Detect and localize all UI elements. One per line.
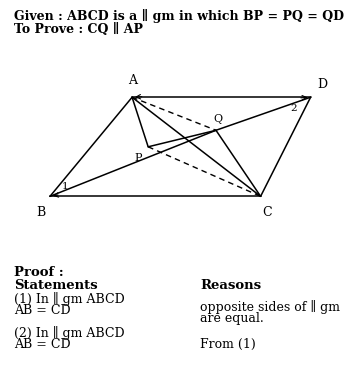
Text: AB = CD: AB = CD (14, 338, 71, 351)
Text: B: B (36, 206, 46, 218)
Text: are equal.: are equal. (200, 312, 264, 325)
Text: From (1): From (1) (200, 338, 256, 351)
Text: (1) In ∥ gm ABCD: (1) In ∥ gm ABCD (14, 292, 125, 306)
Text: Proof :: Proof : (14, 266, 64, 279)
Text: A: A (127, 74, 137, 87)
Text: P: P (134, 153, 142, 163)
Text: Given : ABCD is a ∥ gm in which BP = PQ = QD: Given : ABCD is a ∥ gm in which BP = PQ … (14, 9, 343, 23)
Text: 2: 2 (290, 104, 297, 113)
Text: Q: Q (213, 114, 222, 124)
Text: Statements: Statements (14, 279, 98, 292)
Text: Reasons: Reasons (200, 279, 261, 292)
Text: D: D (317, 78, 327, 91)
Text: (2) In ∥ gm ABCD: (2) In ∥ gm ABCD (14, 326, 125, 340)
Text: AB = CD: AB = CD (14, 304, 71, 317)
Text: opposite sides of ∥ gm: opposite sides of ∥ gm (200, 300, 340, 314)
Text: C: C (262, 206, 272, 218)
Text: 1: 1 (62, 182, 68, 190)
Text: To Prove : CQ ∥ AP: To Prove : CQ ∥ AP (14, 23, 143, 36)
